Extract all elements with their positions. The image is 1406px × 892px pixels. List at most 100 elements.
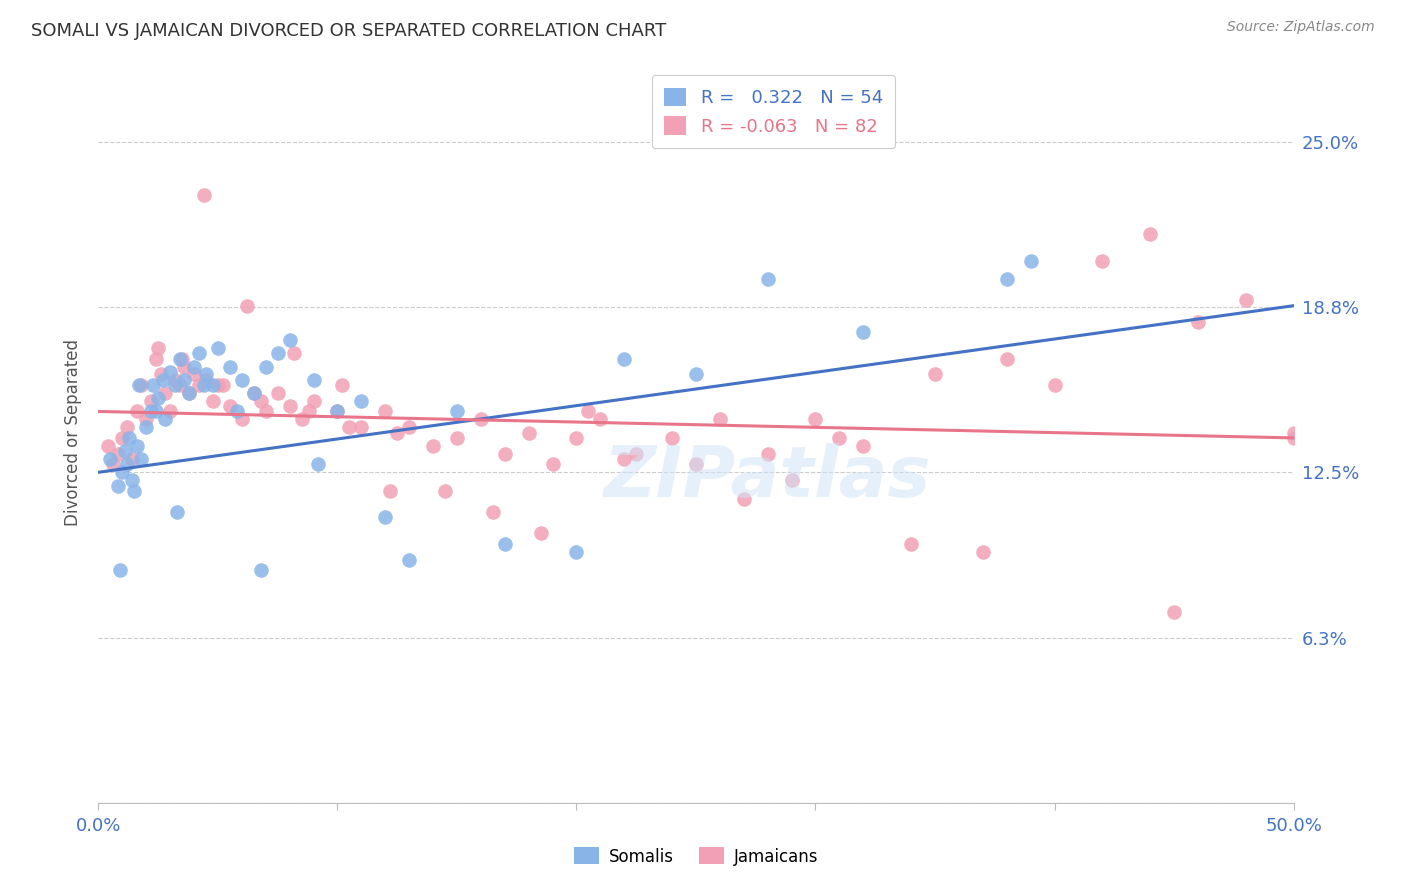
Point xyxy=(422,439,444,453)
Point xyxy=(107,447,129,461)
Point xyxy=(302,373,325,387)
Point xyxy=(1043,378,1066,392)
Point xyxy=(173,359,195,374)
Point xyxy=(128,378,150,392)
Point xyxy=(613,351,636,366)
Point xyxy=(124,483,146,498)
Point xyxy=(685,458,707,472)
Point xyxy=(374,510,396,524)
Point xyxy=(108,563,131,577)
Point xyxy=(446,404,468,418)
Point xyxy=(613,452,636,467)
Point xyxy=(326,404,349,418)
Point xyxy=(350,420,373,434)
Point xyxy=(135,412,157,426)
Point xyxy=(142,378,165,392)
Point xyxy=(195,368,218,382)
Point xyxy=(283,346,305,360)
Point xyxy=(155,386,177,401)
Point xyxy=(565,544,588,558)
Point xyxy=(756,272,779,286)
Point xyxy=(1187,315,1209,329)
Point xyxy=(145,351,167,366)
Point xyxy=(131,452,153,467)
Point xyxy=(202,378,225,392)
Point xyxy=(494,447,516,461)
Point xyxy=(115,420,138,434)
Point xyxy=(125,439,148,453)
Point xyxy=(900,536,922,550)
Point xyxy=(291,412,314,426)
Point xyxy=(115,458,138,472)
Point xyxy=(1139,227,1161,242)
Point xyxy=(187,378,209,392)
Point xyxy=(187,346,209,360)
Point xyxy=(434,483,457,498)
Text: Source: ZipAtlas.com: Source: ZipAtlas.com xyxy=(1227,20,1375,34)
Point xyxy=(250,563,273,577)
Point xyxy=(378,483,401,498)
Point xyxy=(226,404,249,418)
Point xyxy=(111,431,134,445)
Point xyxy=(1163,606,1185,620)
Point xyxy=(307,458,329,472)
Point xyxy=(183,368,205,382)
Point xyxy=(231,412,253,426)
Point xyxy=(114,444,136,458)
Legend: Somalis, Jamaicans: Somalis, Jamaicans xyxy=(567,840,825,872)
Point xyxy=(589,412,612,426)
Point xyxy=(530,526,553,541)
Point xyxy=(578,404,600,418)
Y-axis label: Divorced or Separated: Divorced or Separated xyxy=(65,339,83,526)
Point xyxy=(163,378,186,392)
Point xyxy=(149,368,172,382)
Point xyxy=(211,378,233,392)
Point xyxy=(207,378,229,392)
Point xyxy=(207,341,229,355)
Point xyxy=(661,431,683,445)
Point xyxy=(278,333,301,347)
Point xyxy=(155,412,177,426)
Point xyxy=(267,386,290,401)
Point xyxy=(179,386,201,401)
Point xyxy=(169,378,191,392)
Point xyxy=(709,412,731,426)
Point xyxy=(243,386,266,401)
Point xyxy=(111,465,134,479)
Point xyxy=(995,351,1018,366)
Point xyxy=(131,378,153,392)
Point xyxy=(254,359,277,374)
Point xyxy=(326,404,349,418)
Point xyxy=(565,431,588,445)
Point xyxy=(121,473,143,487)
Point xyxy=(756,447,779,461)
Point xyxy=(852,325,875,339)
Point xyxy=(398,552,420,566)
Point xyxy=(148,341,170,355)
Point xyxy=(494,536,516,550)
Point xyxy=(231,373,253,387)
Point xyxy=(243,386,266,401)
Point xyxy=(159,404,181,418)
Point xyxy=(972,544,994,558)
Point xyxy=(219,399,242,413)
Point xyxy=(1282,431,1305,445)
Point xyxy=(193,378,215,392)
Point xyxy=(135,420,157,434)
Point xyxy=(446,431,468,445)
Point xyxy=(235,299,257,313)
Point xyxy=(733,491,755,506)
Point xyxy=(398,420,420,434)
Point xyxy=(1091,253,1114,268)
Point xyxy=(374,404,396,418)
Point xyxy=(828,431,851,445)
Point xyxy=(339,420,361,434)
Point xyxy=(1282,425,1305,440)
Point xyxy=(219,359,242,374)
Point xyxy=(470,412,492,426)
Point xyxy=(118,431,141,445)
Point xyxy=(278,399,301,413)
Point xyxy=(202,393,225,408)
Point xyxy=(1019,253,1042,268)
Point xyxy=(852,439,875,453)
